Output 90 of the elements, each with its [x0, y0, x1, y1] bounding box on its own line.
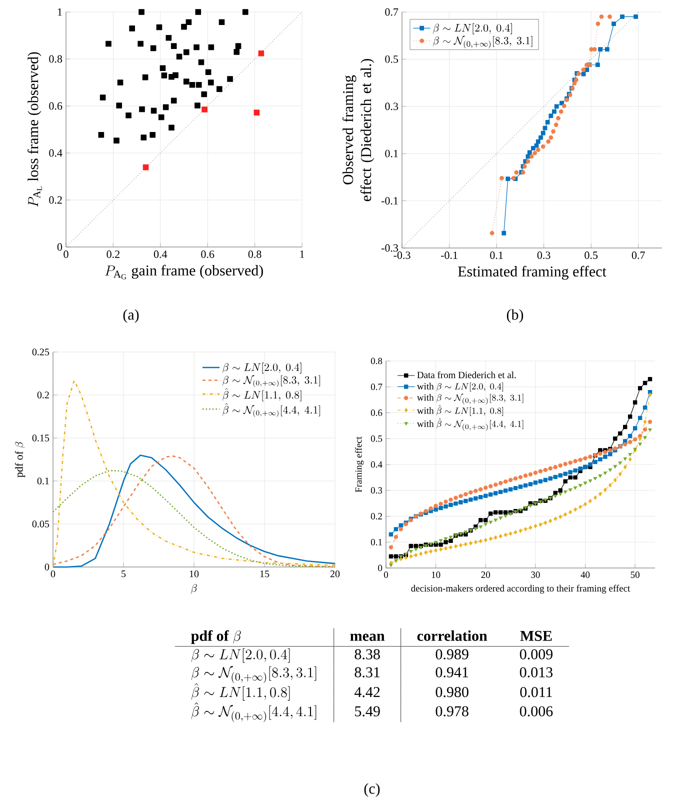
legend-label: $\beta \sim \mathcal{N}_{(0,+\infty)}[8.3,\ 3.1]$	[222, 375, 320, 387]
data-label: 5.49	[355, 706, 380, 716]
x-axis-title: $\beta$	[190, 584, 197, 594]
y-axis-title: Framing effect	[354, 436, 364, 492]
text: (b)	[506, 309, 524, 323]
x-tick-label: 20	[330, 570, 340, 578]
y-tick-label: 0	[44, 564, 50, 570]
legend-label: $\hat\beta \sim LN[1.1,\ 0.8]$	[222, 388, 302, 402]
data-label: 0.009	[520, 649, 552, 660]
y-tick-label: 0.05	[32, 520, 50, 528]
legend-label: $\mbox{Data from Diederich et al.}$	[417, 371, 516, 378]
data-label: 0.006	[520, 706, 553, 716]
data-label: 0.980	[436, 687, 468, 698]
category-label: $\beta \sim LN[2.0, 0.4]$	[191, 648, 290, 663]
legend-label: $\mbox{with }\beta \sim LN[2.0,\ 0.4]$	[416, 382, 504, 392]
y-axis-title: $\mbox{pdf of }\beta$	[15, 442, 26, 478]
y-tick-label: 0.4	[49, 149, 62, 157]
category-label: $\hat\beta \sim \mathcal{N}_{(0,+\infty)}[4.4, 4.1]$	[191, 702, 316, 722]
y-tick-label: 0.4	[370, 461, 382, 468]
x-axis-title: decision-makers ordered according to their framing effect	[411, 584, 630, 594]
x-tick-label: 20	[481, 572, 490, 578]
legend-label: $\beta \sim LN[2.0,\ 0.4]$	[222, 362, 302, 374]
x-tick-label: 40	[580, 572, 590, 578]
text: correlation	[417, 630, 488, 641]
data-label: 8.38	[354, 649, 380, 660]
data-label: 0.978	[436, 706, 468, 716]
y-tick-label: 0.7	[385, 8, 398, 16]
text: (a)	[123, 309, 139, 323]
y-tick-label: 0.6	[370, 410, 382, 416]
y-tick-label: 0	[378, 564, 382, 572]
category-label: $\beta \sim \mathcal{N}_{(0,+\infty)}[8.3, 3.1]$	[191, 666, 316, 684]
data-label: 0.011	[520, 687, 552, 698]
x-tick-label: -0.1	[440, 252, 458, 259]
data-label: 0.941	[436, 667, 468, 678]
y-tick-label: 0.8	[49, 55, 62, 63]
y-tick-label: 0.2	[370, 513, 382, 520]
x-tick-label: 30	[531, 572, 540, 578]
x-tick-label: 0.6	[201, 250, 214, 258]
legend-label: $\hat\beta \sim \mathcal{N}_{(0,+\infty)}[4.4,\ 4.1]$	[222, 403, 320, 417]
y-tick-label: 0.2	[37, 392, 49, 398]
y-tick-label: 0.25	[32, 348, 50, 356]
legend-label: $\mbox{with }\hat\beta \sim LN[1.1,\ 0.8]$	[416, 405, 504, 416]
data-label: 0.013	[520, 667, 553, 678]
y-tick-label: 0.6	[49, 102, 62, 110]
x-tick-label: 0.7	[632, 252, 645, 259]
text: mean	[350, 634, 385, 641]
y-tick-label: 0.3	[370, 487, 382, 494]
x-tick-label: 10	[432, 572, 440, 578]
legend-label: $\mbox{with }\hat\beta \sim \mathcal{N}_{(0,+\infty)}[4.4,\ 4.1]$	[416, 418, 524, 431]
x-tick-label: 50	[630, 572, 640, 578]
x-tick-label: 0.1	[490, 252, 503, 259]
y-axis-title: Observed framing effect (Diederich et al.)	[342, 58, 374, 202]
x-axis-title: $P_{\mathrm{A_G}}\ \mbox{gain frame (observed)}$	[105, 264, 263, 280]
y-tick-label: -0.3	[381, 244, 398, 252]
x-tick-label: 15	[260, 570, 270, 578]
y-tick-label: 0.5	[385, 55, 398, 63]
legend-label: $\mbox{with }\beta \sim \mathcal{N}_{(0,+\infty)}[8.3,\ 3.1]$	[416, 394, 524, 404]
x-tick-label: 0.2	[106, 250, 120, 258]
x-tick-label: -0.3	[394, 252, 410, 259]
y-tick-label: 0.3	[385, 102, 398, 110]
y-tick-label: 0.1	[385, 150, 398, 158]
y-tick-label: 0.15	[32, 434, 50, 442]
category-label: $\hat\beta \sim LN[1.1, 0.8]$	[191, 683, 290, 701]
x-axis-title: Estimated framing effect	[458, 266, 606, 280]
legend-label: $\beta \sim LN[2.0,\ 0.4]$	[433, 23, 512, 34]
text: $\mbox{\textbf{pdf of} }\beta$	[191, 630, 241, 644]
x-tick-label: 0	[64, 250, 68, 258]
y-tick-label: 0.1	[370, 538, 382, 546]
x-tick-label: 5	[122, 570, 126, 578]
data-label: 8.31	[354, 667, 380, 678]
x-tick-label: 0.8	[248, 250, 262, 258]
x-tick-label: 10	[190, 570, 199, 578]
x-tick-label: 0.4	[154, 250, 168, 258]
y-tick-label: -0.1	[381, 197, 398, 205]
text: (c)	[364, 783, 380, 797]
y-tick-label: 0	[57, 243, 62, 251]
x-tick-label: 0.5	[584, 252, 598, 259]
data-label: 4.42	[354, 687, 380, 698]
text: MSE	[520, 630, 552, 641]
y-tick-label: 1	[58, 8, 62, 16]
y-tick-label: 0.8	[370, 358, 382, 364]
y-tick-label: 0.7	[370, 384, 382, 390]
y-tick-label: 0.5	[370, 435, 382, 442]
y-tick-label: 0.2	[49, 196, 62, 204]
y-axis-title: $P_{\mathrm{A_L}}\ \mbox{loss frame (observed)}$	[27, 52, 42, 207]
legend-label: $\beta \sim \mathcal{N}_{(0,+\infty)}[8.3,\ 3.1]$	[433, 36, 532, 48]
data-label: 0.989	[436, 649, 468, 660]
x-tick-label: 0.3	[537, 252, 550, 259]
y-tick-label: 0.1	[37, 478, 49, 484]
x-tick-label: 1	[300, 250, 304, 258]
